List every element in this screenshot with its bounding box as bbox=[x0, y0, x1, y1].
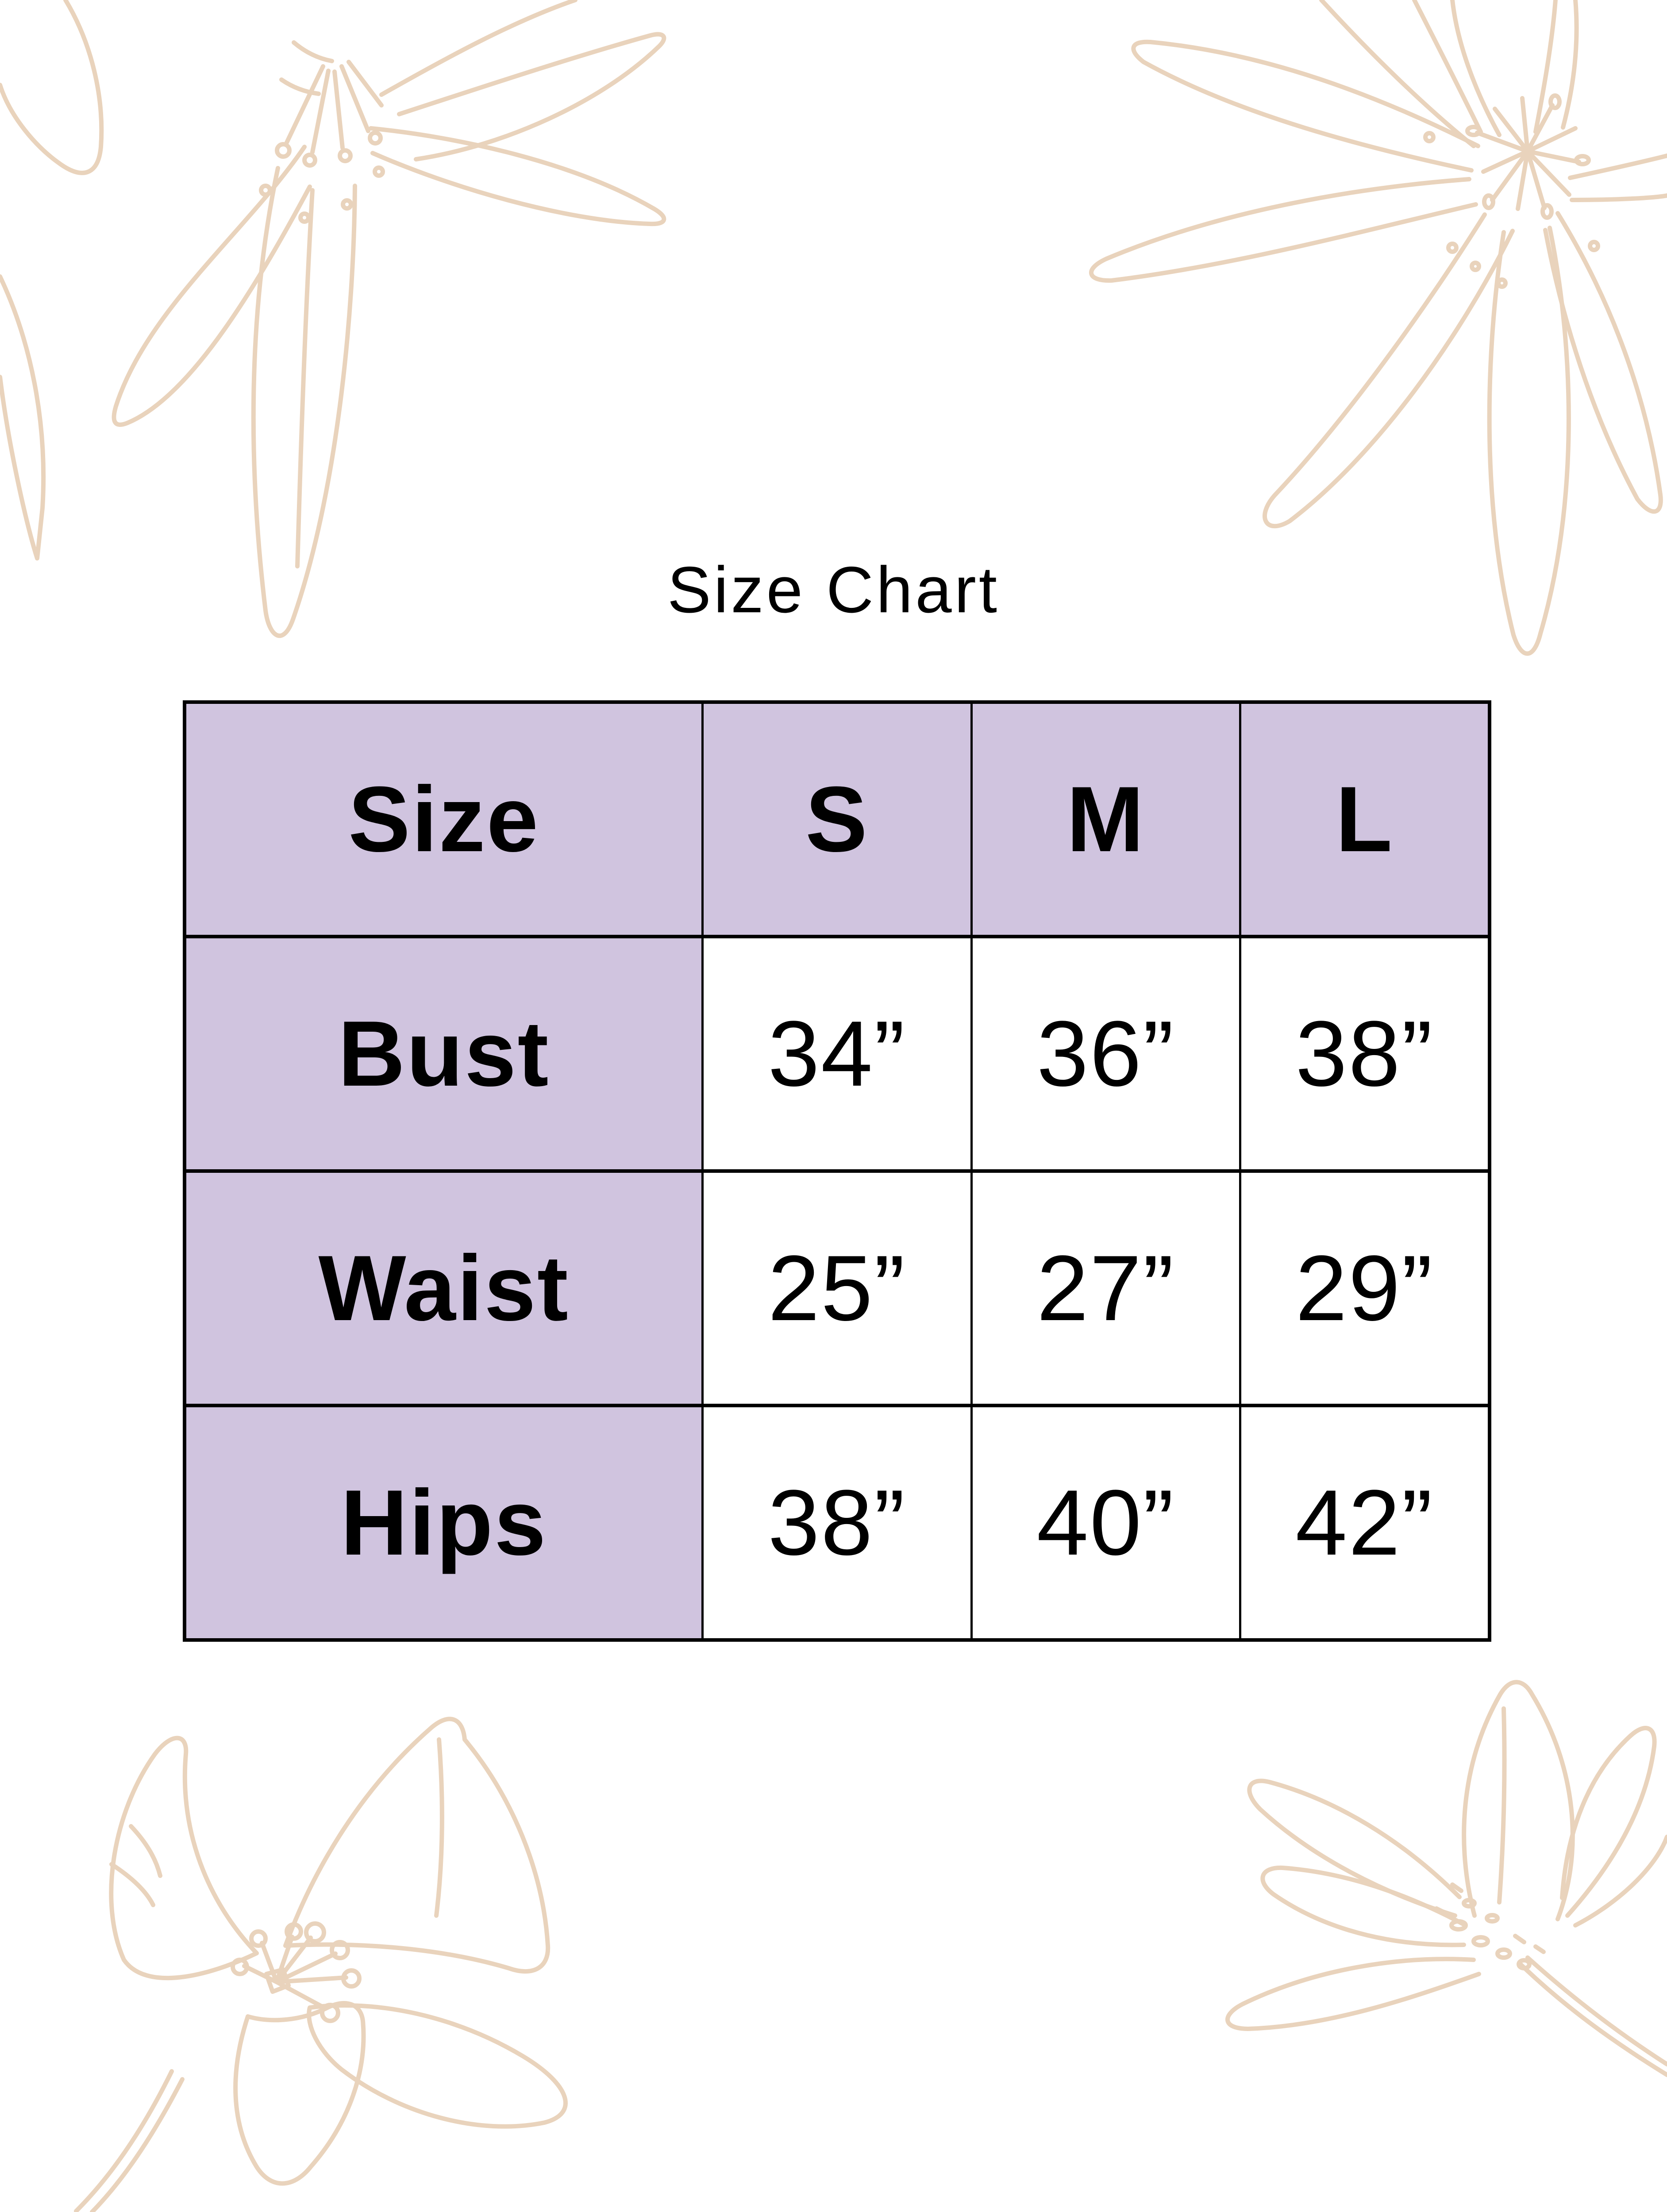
header-cell-m: M bbox=[970, 700, 1242, 938]
header-cell-l: L bbox=[1239, 700, 1491, 938]
waist-large-value: 29” bbox=[1239, 1169, 1491, 1407]
table-header-row: Size S M L bbox=[183, 700, 1491, 938]
hips-small-value: 38” bbox=[701, 1404, 973, 1642]
header-cell-size: Size bbox=[183, 700, 704, 938]
flower-sketch-bottom-left bbox=[74, 1717, 568, 2212]
bust-small-value: 34” bbox=[701, 935, 973, 1173]
waist-medium-value: 27” bbox=[970, 1169, 1242, 1407]
waist-small-value: 25” bbox=[701, 1169, 973, 1407]
hips-medium-value: 40” bbox=[970, 1404, 1242, 1642]
row-label-hips: Hips bbox=[183, 1404, 704, 1642]
table-row-bust: Bust 34” 36” 38” bbox=[183, 935, 1491, 1173]
flower-sketch-top-right bbox=[1089, 0, 1667, 656]
size-chart-table: Size S M L Bust 34” 36” 38” Waist 25” 27… bbox=[183, 700, 1491, 1642]
row-label-bust: Bust bbox=[183, 935, 704, 1173]
flower-sketch-top-left bbox=[0, 0, 666, 638]
bust-medium-value: 36” bbox=[970, 935, 1242, 1173]
row-label-waist: Waist bbox=[183, 1169, 704, 1407]
table-row-hips: Hips 38” 40” 42” bbox=[183, 1404, 1491, 1642]
page-title: Size Chart bbox=[667, 553, 1000, 626]
table-row-waist: Waist 25” 27” 29” bbox=[183, 1169, 1491, 1407]
header-cell-s: S bbox=[701, 700, 973, 938]
bust-large-value: 38” bbox=[1239, 935, 1491, 1173]
hips-large-value: 42” bbox=[1239, 1404, 1491, 1642]
flower-sketch-bottom-right bbox=[1225, 1680, 1667, 2077]
